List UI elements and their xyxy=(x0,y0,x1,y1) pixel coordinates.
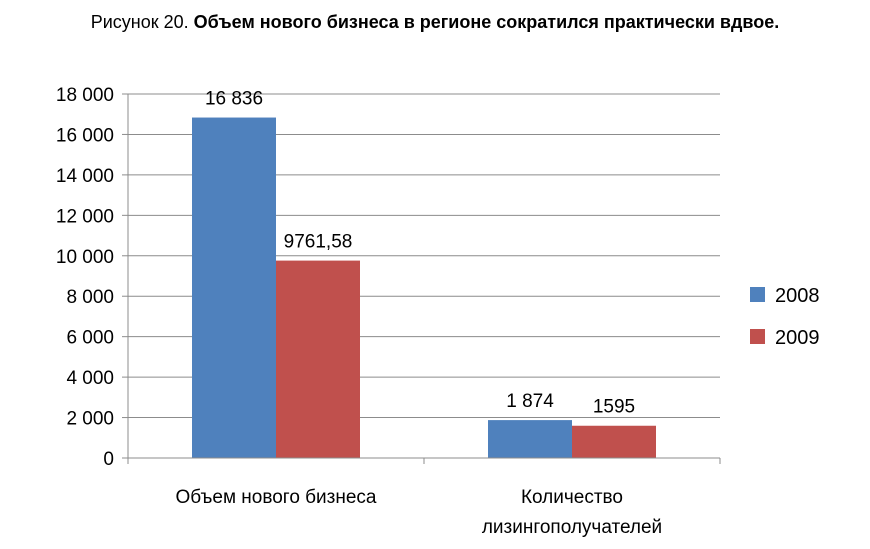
category-label: Количество xyxy=(521,487,623,508)
y-tick-label: 16 000 xyxy=(56,125,114,146)
data-label: 9761,58 xyxy=(284,232,353,253)
data-labels: 16 836 9761,58 1 874 1595 xyxy=(205,89,635,418)
y-tick-label: 18 000 xyxy=(56,85,114,106)
legend-swatch-2009 xyxy=(750,329,765,344)
bar-2008 xyxy=(192,117,276,458)
axes xyxy=(127,94,721,464)
y-tick-label: 2 000 xyxy=(66,409,114,430)
y-tick-label: 4 000 xyxy=(66,368,114,389)
y-tick-label: 10 000 xyxy=(56,247,114,268)
data-label: 1 874 xyxy=(506,391,554,412)
y-tick-label: 14 000 xyxy=(56,166,114,187)
y-tick-label: 6 000 xyxy=(66,328,114,349)
legend-label: 2009 xyxy=(775,327,820,349)
legend: 2008 2009 xyxy=(750,285,820,349)
category-label: лизингополучателей xyxy=(482,517,662,538)
y-tick-label: 0 xyxy=(103,449,114,470)
y-axis-ticks: 0 2 000 4 000 6 000 8 000 10 000 12 000 14 000 1… xyxy=(56,85,128,470)
data-label: 1595 xyxy=(593,397,635,418)
figure-caption: Объем нового бизнеса в регионе сократилс… xyxy=(193,12,780,32)
y-tick-label: 12 000 xyxy=(56,206,114,227)
figure-number: Рисунок 20. xyxy=(90,12,189,32)
bar-2009 xyxy=(276,260,360,458)
bars xyxy=(192,117,656,458)
category-label: Объем нового бизнеса xyxy=(175,487,376,508)
figure-title: Рисунок 20. Объем нового бизнеса в регио… xyxy=(0,12,870,33)
y-tick-label: 8 000 xyxy=(66,287,114,308)
legend-label: 2008 xyxy=(775,285,820,307)
legend-swatch-2008 xyxy=(750,287,765,302)
data-label: 16 836 xyxy=(205,89,263,110)
category-labels: Объем нового бизнеса Количество лизингопол… xyxy=(175,487,662,538)
bar-2009 xyxy=(572,425,656,458)
bar-2008 xyxy=(488,420,572,458)
